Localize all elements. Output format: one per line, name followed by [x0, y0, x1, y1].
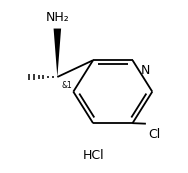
Text: HCl: HCl — [83, 149, 105, 162]
Text: &1: &1 — [61, 81, 72, 90]
Text: Cl: Cl — [149, 128, 161, 141]
Text: NH₂: NH₂ — [45, 11, 69, 24]
Polygon shape — [54, 29, 61, 77]
Text: N: N — [141, 63, 151, 77]
